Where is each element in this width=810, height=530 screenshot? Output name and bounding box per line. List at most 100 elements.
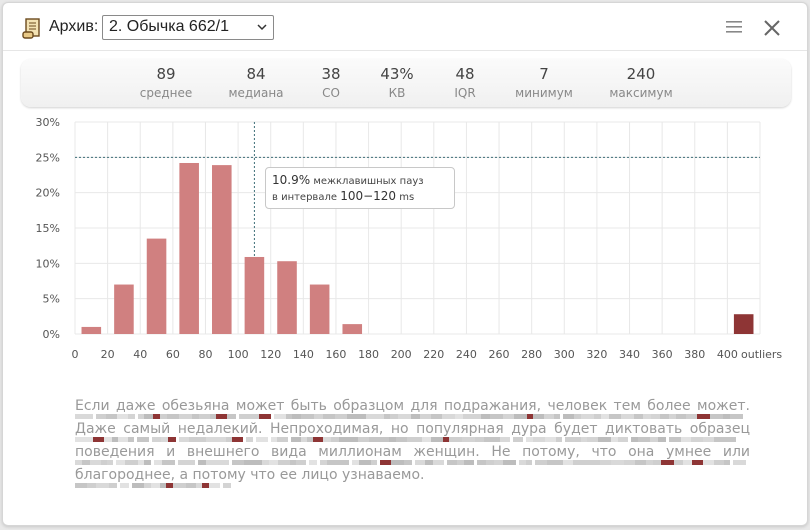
tooltip-range: 100−120 [340,189,397,203]
keystroke-mark [730,414,743,419]
keystroke-mark [581,414,594,419]
keystroke-mark [323,414,335,419]
keystroke-mark [292,414,301,419]
keystroke-mark [154,460,162,465]
scroll-icon [22,18,40,39]
x-tick-label: 200 [391,348,412,361]
keystroke-mark [723,414,730,419]
keystroke-mark [503,414,514,419]
keystroke-mark [601,414,609,419]
keystroke-mark [109,483,117,488]
y-tick-label: 10% [36,257,60,270]
keystroke-mark [447,460,457,465]
keystroke-mark [556,437,562,442]
keystroke-mark [449,437,462,442]
keystroke-mark [90,460,101,465]
keystroke-mark [443,437,449,442]
keystroke-mark [152,437,161,442]
histogram-bar [146,238,167,334]
keystroke-mark [692,460,703,465]
stat-sd: 38 СО [286,65,376,101]
y-tick-label: 0% [43,328,60,341]
keystroke-mark [366,414,372,419]
histogram-bar [114,284,134,334]
keystroke-mark [96,414,106,419]
keystroke-mark [209,483,220,488]
keystroke-mark [624,460,635,465]
tooltip-unit: ms [399,192,415,203]
keystroke-mark [255,460,262,465]
x-tick-label: 0 [72,348,79,361]
keystroke-mark [580,460,587,465]
stat-mean: 89 среднее [121,65,211,101]
keystroke-mark [84,414,93,419]
keystroke-mark [151,483,160,488]
keystroke-mark [635,460,646,465]
keystroke-mark [335,414,347,419]
keystroke-mark [179,414,192,419]
y-tick-label: 15% [36,222,60,235]
keystroke-mark [634,414,643,419]
keystroke-mark [331,437,339,442]
keystroke-mark [650,437,658,442]
keystroke-mark [646,460,653,465]
keystroke-mark [301,414,314,419]
tooltip-line1: межклавишных пауз [313,176,424,187]
keystroke-mark [354,414,366,419]
keystroke-mark [132,483,144,488]
keystroke-mark [618,437,628,442]
keystroke-mark [232,437,243,442]
x-tick-label: 80 [198,348,212,361]
keystroke-mark [75,414,84,419]
keystroke-mark [167,414,179,419]
x-tick-label: 280 [521,348,542,361]
keystroke-mark [563,414,574,419]
keystroke-mark [407,437,413,442]
stat-label: СО [322,86,340,100]
keystroke-mark [653,460,661,465]
keystroke-mark [371,460,377,465]
keystroke-mark [557,460,563,465]
keystroke-mark [420,414,431,419]
keystroke-mark [278,460,290,465]
stat-value: 43% [380,65,414,83]
chart-tooltip: 10.9% межклавишных пауз в интервале 100−… [265,167,455,209]
tooltip-line2-prefix: в интервале [272,192,337,203]
keystroke-mark [217,437,226,442]
keystroke-mark [513,437,523,442]
keystroke-mark [477,460,486,465]
keystroke-mark [178,460,189,465]
x-tick-label: outliers [741,348,782,361]
close-icon[interactable] [763,19,781,37]
keystroke-mark [389,437,396,442]
keystroke-mark [660,414,669,419]
keystroke-mark [573,460,580,465]
keystroke-mark [411,414,420,419]
x-tick-label: 360 [652,348,673,361]
keystroke-mark [503,460,516,465]
stat-value: 84 [246,65,266,83]
keystroke-mark [87,483,96,488]
keystroke-mark [138,460,144,465]
keystroke-mark [377,437,389,442]
keystroke-mark [431,437,443,442]
keystroke-mark [202,483,209,488]
keystroke-mark [494,437,500,442]
keystroke-mark [199,414,210,419]
archive-select[interactable]: 2. Обычка 662/1 [102,15,274,40]
x-tick-label: 340 [619,348,640,361]
keystroke-mark [277,437,288,442]
keystroke-mark [291,437,301,442]
keystroke-mark [500,437,510,442]
keystroke-mark [189,460,195,465]
menu-icon[interactable] [725,19,743,35]
stats-bar: 89 среднее 84 медиана 38 СО 43% КВ 48 IQ… [21,59,791,107]
keystroke-mark [348,437,358,442]
outlier-bar [733,314,754,334]
keystroke-mark [296,460,306,465]
pause-histogram[interactable]: 0% 5% 10% 15% 20% 25% 30% 0 20 40 60 80 100 120 140 160… [0,0,810,380]
keystroke-mark [384,414,390,419]
x-tick-label: 120 [260,348,281,361]
keystroke-mark [413,437,422,442]
